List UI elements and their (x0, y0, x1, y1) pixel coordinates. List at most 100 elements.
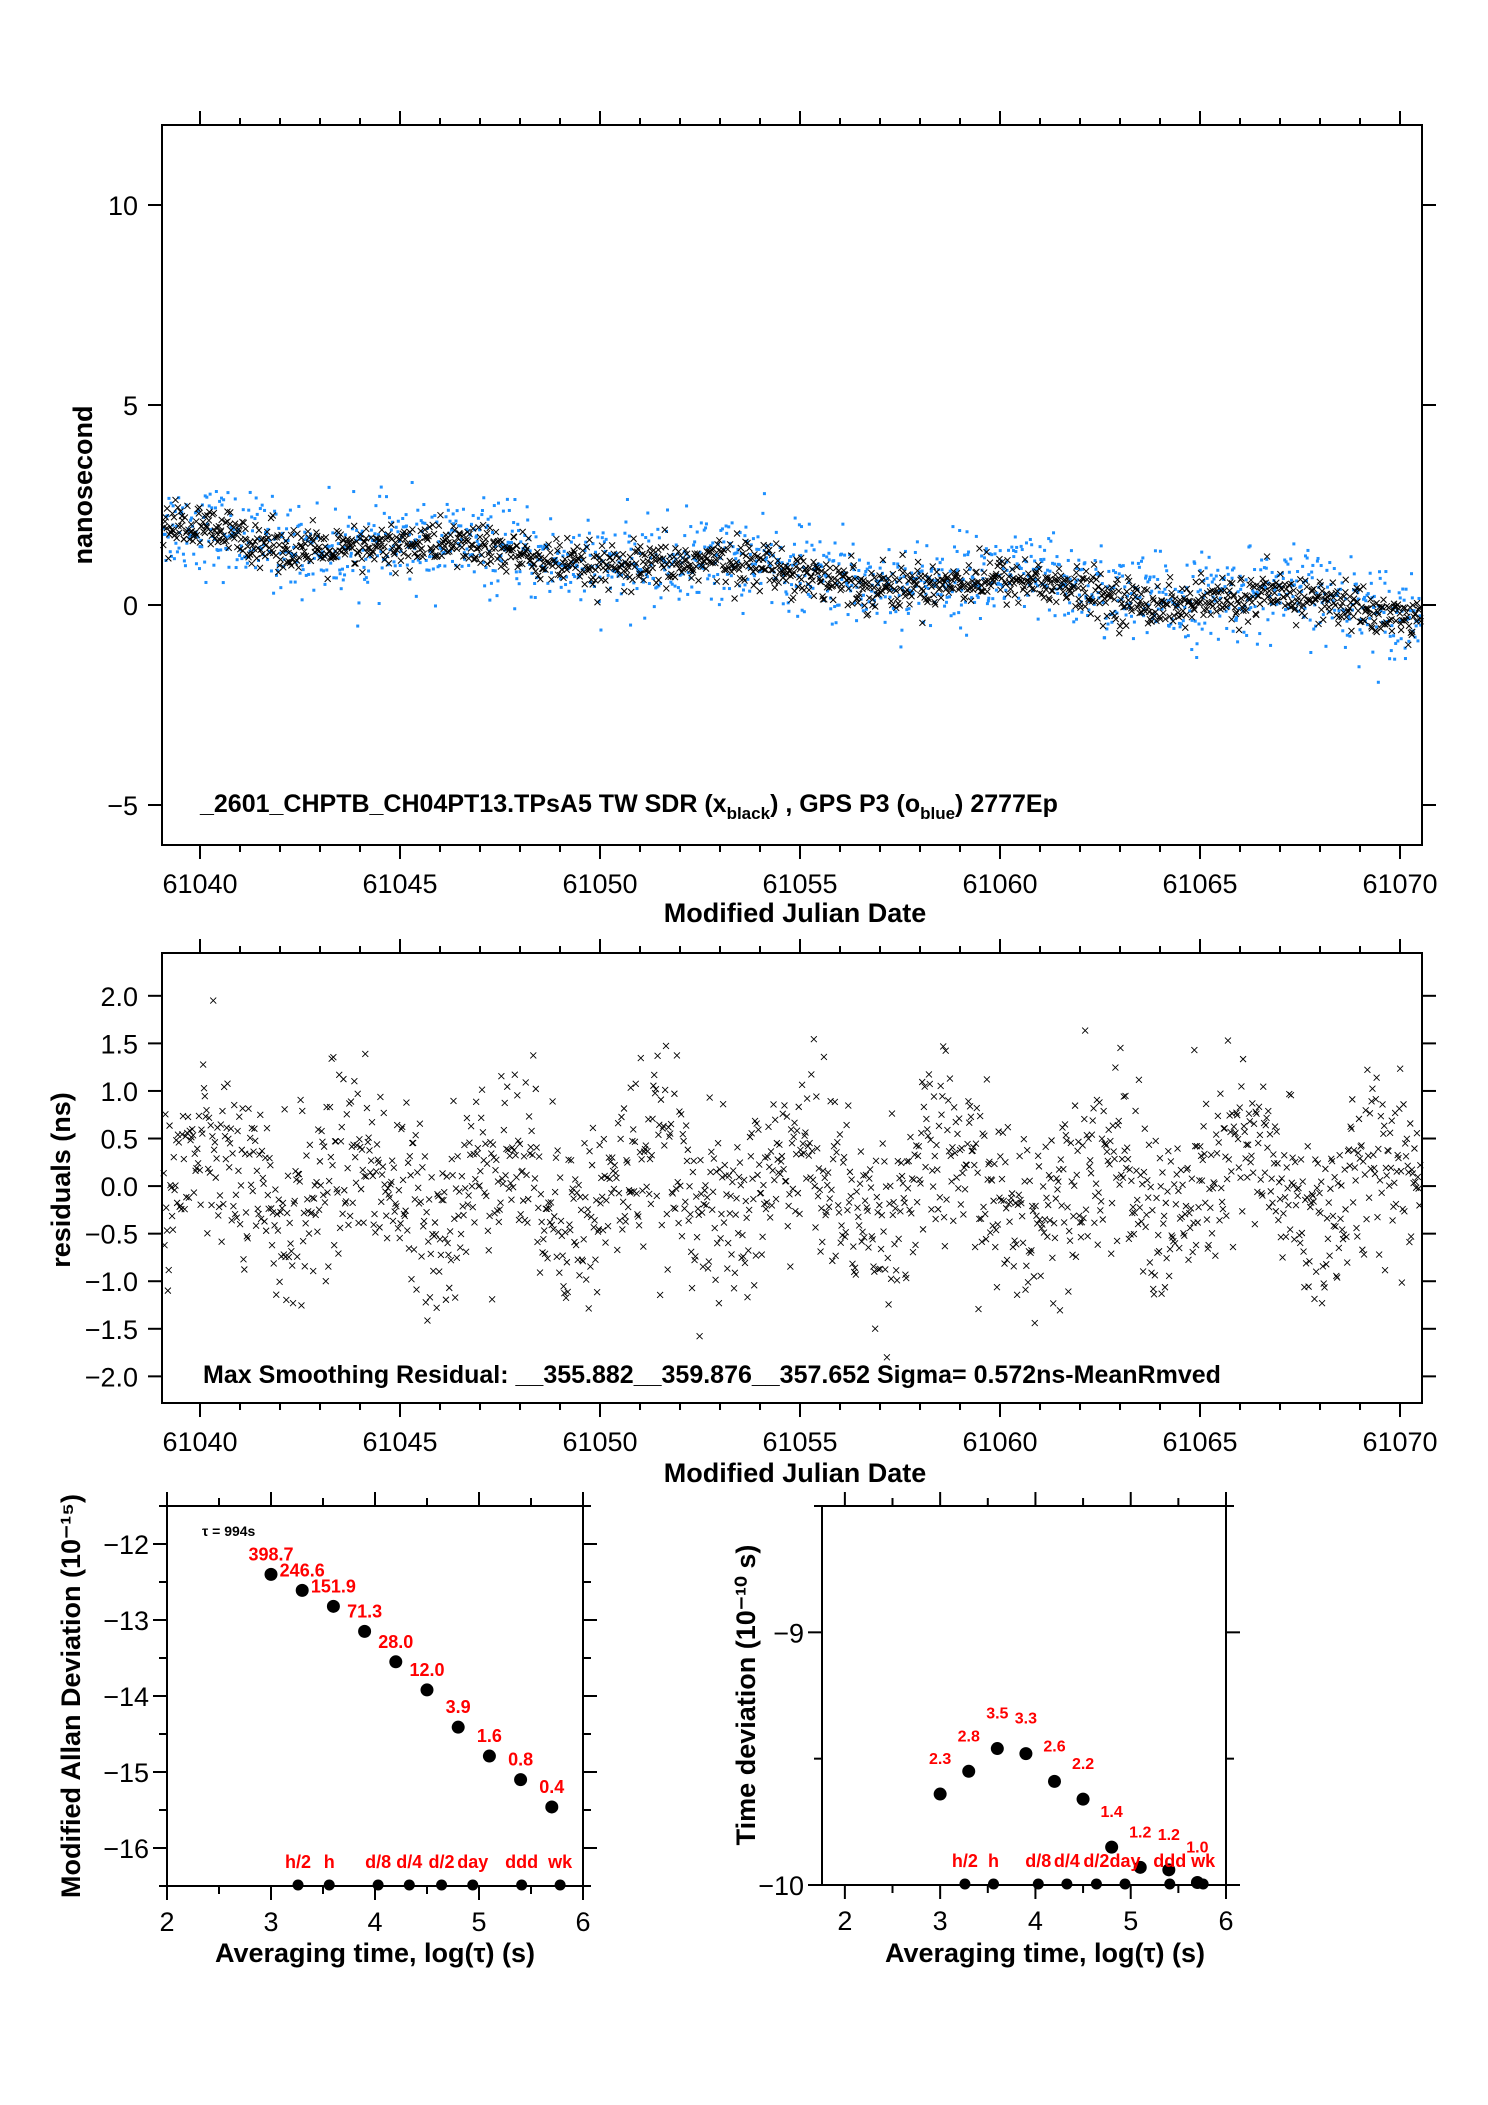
tw-sdr-point (1361, 617, 1369, 625)
gps-p3-point (747, 566, 751, 570)
time-series-annotation: _2601_CHPTB_CH04PT13.TPsA5 TW SDR (xblac… (199, 790, 1058, 823)
gps-p3-point (610, 575, 614, 579)
gps-p3-point (182, 559, 186, 563)
tw-sdr-point (662, 543, 669, 551)
gps-p3-point (591, 542, 595, 546)
gps-p3-point (791, 553, 795, 557)
residual-point (298, 1302, 305, 1309)
gps-p3-point (1129, 614, 1133, 618)
tw-sdr-point (702, 565, 710, 572)
residual-point (827, 1097, 834, 1105)
tdev-point-label: 2.2 (1072, 1756, 1094, 1773)
tw-sdr-point (1131, 593, 1139, 601)
gps-p3-point (1017, 596, 1021, 600)
gps-p3-point (444, 515, 448, 519)
residual-point (352, 1179, 360, 1187)
residual-point (593, 1288, 601, 1296)
residual-point (368, 1118, 376, 1126)
gps-p3-point (1207, 555, 1211, 559)
residual-point (1329, 1212, 1337, 1220)
tw-sdr-point (642, 567, 649, 574)
residual-point (1057, 1156, 1065, 1163)
residual-point (873, 1193, 881, 1201)
residual-point (298, 1107, 306, 1115)
residual-point (771, 1176, 778, 1184)
residual-point (906, 1206, 913, 1214)
tw-sdr-point (998, 574, 1006, 582)
residual-point (1249, 1100, 1256, 1107)
tdev-time-marker-label: wk (1190, 1851, 1216, 1871)
gps-p3-point (878, 566, 882, 570)
residual-point (942, 1047, 950, 1055)
residual-point (803, 1095, 811, 1102)
gps-p3-point (1022, 605, 1026, 609)
tw-sdr-point (175, 529, 183, 536)
gps-p3-point (686, 592, 690, 596)
residual-point (1400, 1101, 1407, 1108)
tw-sdr-point (1078, 574, 1086, 582)
residual-point (1369, 1151, 1377, 1159)
residual-point (1153, 1194, 1160, 1202)
tw-sdr-point (352, 560, 359, 567)
residual-point (327, 1153, 335, 1161)
tw-sdr-point (1337, 594, 1344, 602)
residual-point (1162, 1199, 1170, 1207)
tw-sdr-point (168, 526, 176, 534)
tw-sdr-point (342, 548, 349, 555)
tw-sdr-point (441, 542, 448, 550)
residual-point (506, 1152, 514, 1160)
residual-point (474, 1144, 482, 1152)
residual-point (274, 1227, 282, 1234)
tw-sdr-point (790, 568, 798, 576)
residual-point (650, 1082, 657, 1090)
gps-p3-point (1319, 564, 1323, 568)
tw-sdr-point (854, 599, 862, 607)
residual-point (1350, 1146, 1358, 1154)
gps-p3-point (1265, 557, 1269, 561)
gps-p3-point (270, 494, 274, 498)
residual-point (1159, 1169, 1166, 1176)
gps-p3-point (1339, 587, 1343, 591)
residual-point (519, 1197, 527, 1204)
tw-sdr-point (287, 531, 295, 539)
residual-point (188, 1125, 196, 1133)
tw-sdr-point (1386, 616, 1393, 624)
tw-sdr-point (474, 545, 481, 552)
gps-p3-point (1273, 588, 1277, 592)
tw-sdr-point (1329, 579, 1337, 586)
gps-p3-point (1100, 582, 1104, 586)
residual-point (1395, 1154, 1402, 1162)
residual-point (1273, 1128, 1280, 1135)
residual-point (1170, 1181, 1178, 1188)
residual-point (710, 1155, 718, 1162)
tw-sdr-point (494, 555, 501, 563)
gps-p3-point (1214, 574, 1218, 578)
tw-sdr-point (1077, 578, 1085, 586)
tw-sdr-point (613, 551, 621, 559)
tw-sdr-point (458, 543, 466, 551)
tw-sdr-point (579, 556, 587, 564)
tw-sdr-point (597, 576, 605, 583)
residual-point (503, 1083, 511, 1091)
gps-p3-point (1071, 609, 1075, 613)
gps-p3-point (800, 608, 804, 612)
residual-point (720, 1219, 728, 1226)
residual-point (664, 1266, 671, 1273)
tw-sdr-point (277, 556, 284, 563)
tw-sdr-point (553, 535, 560, 543)
tw-sdr-point (406, 567, 414, 574)
residual-point (242, 1209, 250, 1216)
gps-p3-point (343, 573, 347, 577)
tw-sdr-point (1137, 597, 1144, 605)
residual-point (1229, 1243, 1237, 1251)
residual-point (1091, 1219, 1098, 1227)
gps-p3-point (934, 579, 938, 583)
residual-point (780, 1165, 787, 1173)
gps-p3-point (378, 494, 382, 498)
residual-point (201, 1092, 209, 1100)
residual-point (1116, 1181, 1123, 1188)
residual-point (1314, 1160, 1322, 1167)
residual-point (1175, 1187, 1182, 1195)
tw-sdr-point (592, 577, 599, 584)
residual-point (666, 1130, 674, 1137)
